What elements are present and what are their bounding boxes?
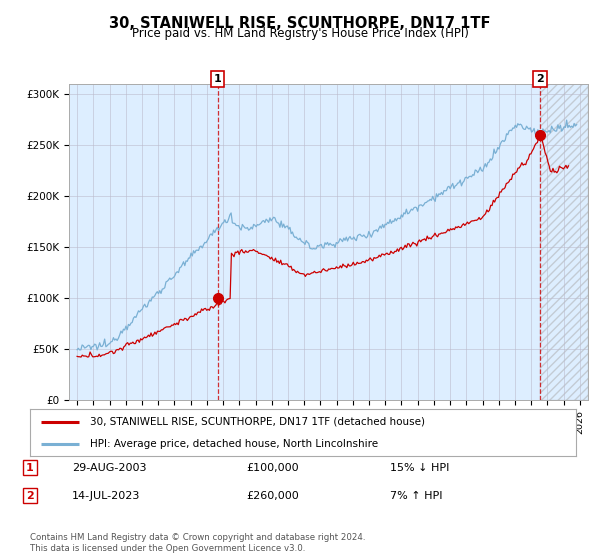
Text: 1: 1 — [214, 74, 221, 84]
Text: 7% ↑ HPI: 7% ↑ HPI — [390, 491, 443, 501]
Text: 15% ↓ HPI: 15% ↓ HPI — [390, 463, 449, 473]
Text: Price paid vs. HM Land Registry's House Price Index (HPI): Price paid vs. HM Land Registry's House … — [131, 27, 469, 40]
Text: 29-AUG-2003: 29-AUG-2003 — [72, 463, 146, 473]
Text: 2: 2 — [536, 74, 544, 84]
Text: 2: 2 — [26, 491, 34, 501]
Text: Contains HM Land Registry data © Crown copyright and database right 2024.
This d: Contains HM Land Registry data © Crown c… — [30, 533, 365, 553]
Text: 1: 1 — [26, 463, 34, 473]
Text: £100,000: £100,000 — [246, 463, 299, 473]
Text: 30, STANIWELL RISE, SCUNTHORPE, DN17 1TF: 30, STANIWELL RISE, SCUNTHORPE, DN17 1TF — [109, 16, 491, 31]
Text: 14-JUL-2023: 14-JUL-2023 — [72, 491, 140, 501]
Text: HPI: Average price, detached house, North Lincolnshire: HPI: Average price, detached house, Nort… — [90, 438, 378, 449]
Text: £260,000: £260,000 — [246, 491, 299, 501]
Text: 30, STANIWELL RISE, SCUNTHORPE, DN17 1TF (detached house): 30, STANIWELL RISE, SCUNTHORPE, DN17 1TF… — [90, 417, 425, 427]
